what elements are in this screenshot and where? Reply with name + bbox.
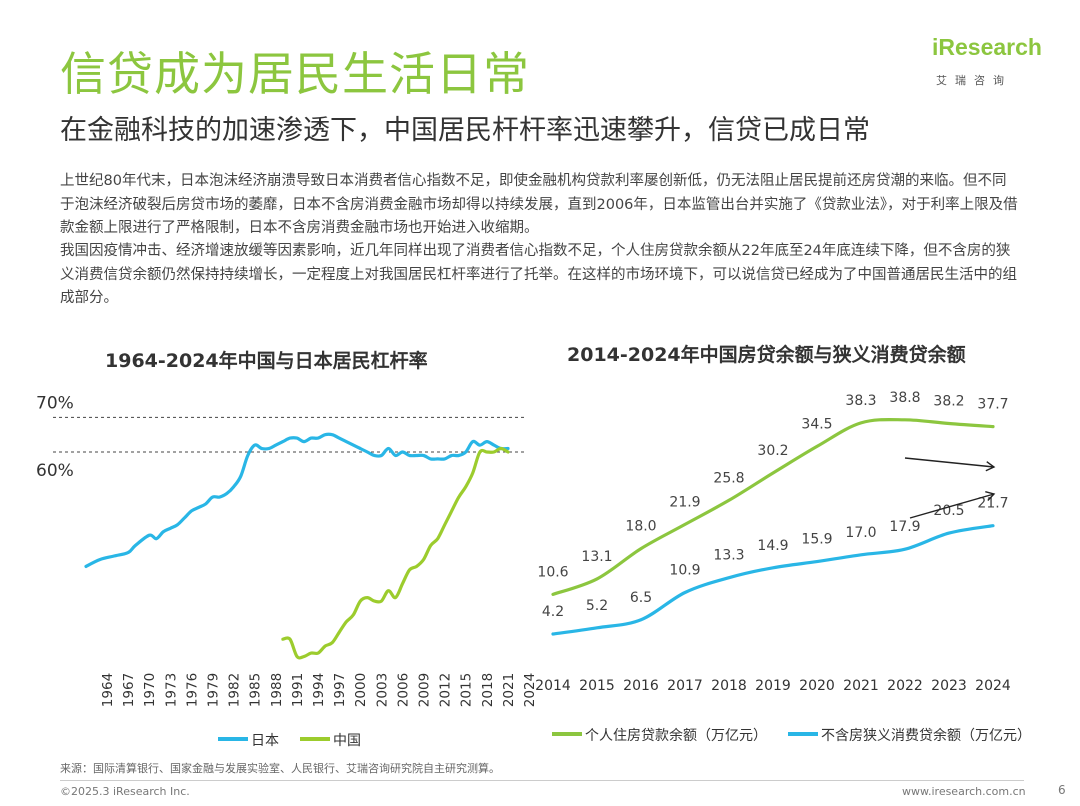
page-title: 信贷成为居民生活日常: [60, 47, 530, 101]
data-label-2014: 4.2: [542, 604, 564, 620]
series-line-中国: [281, 446, 510, 660]
x-tick-label-1982: 1982: [227, 673, 243, 707]
x-tick-label-2012: 2012: [438, 673, 454, 707]
x-tick-label-2019: 2019: [755, 678, 791, 694]
data-label-2024: 21.7: [977, 496, 1008, 512]
x-tick-label-1967: 1967: [121, 673, 137, 707]
x-tick-label-1964: 1964: [100, 673, 116, 707]
x-tick-label-2021: 2021: [501, 673, 517, 707]
x-tick-label-2024: 2024: [522, 673, 538, 707]
series-line-不含房狭义消费贷余额（万亿元）: [551, 524, 995, 636]
source-note: 来源：国际清算银行、国家金融与发展实验室、人民银行、艾瑞咨询研究院自主研究测算。: [60, 762, 500, 775]
reference-label-60: 60%: [36, 461, 74, 481]
x-tick-label-2009: 2009: [417, 673, 433, 707]
legend-label-个人住房贷款余额（万亿元）: 个人住房贷款余额（万亿元）: [585, 727, 767, 744]
x-tick-label-1985: 1985: [248, 673, 264, 707]
page-number: 6: [1058, 783, 1066, 797]
x-tick-label-1979: 1979: [206, 673, 222, 707]
x-tick-label-2020: 2020: [799, 678, 835, 694]
trend-arrow-down: [904, 457, 995, 468]
data-label-2016: 6.5: [630, 590, 652, 606]
x-tick-label-2021: 2021: [843, 678, 879, 694]
data-label-2020: 15.9: [801, 532, 832, 548]
x-tick-label-1970: 1970: [142, 673, 158, 707]
data-label-2019: 14.9: [757, 538, 788, 554]
x-tick-label-2018: 2018: [711, 678, 747, 694]
series-line-日本: [84, 432, 510, 568]
data-label-2015: 5.2: [586, 598, 608, 614]
x-tick-label-2003: 2003: [374, 673, 390, 707]
data-label-2018: 13.3: [713, 548, 744, 564]
x-tick-label-2000: 2000: [353, 673, 369, 707]
x-tick-label-2022: 2022: [887, 678, 923, 694]
chart1-title: 1964-2024年中国与日本居民杠杆率: [105, 350, 428, 372]
page-subtitle: 在金融科技的加速渗透下，中国居民杆杆率迅速攀升，信贷已成日常: [60, 115, 870, 146]
data-label-2016: 18.0: [625, 519, 656, 535]
legend-label-日本: 日本: [251, 733, 279, 749]
data-label-2014: 10.6: [537, 564, 568, 580]
body-paragraph-1: 上世纪80年代末，日本泡沫经济崩溃导致日本消费者信心指数不足，即使金融机构贷款利…: [60, 173, 1018, 236]
x-tick-label-1976: 1976: [184, 673, 200, 707]
iresearch-logo: iResearch 艾瑞咨询: [932, 32, 1052, 88]
data-label-2023: 38.2: [933, 394, 964, 410]
data-label-2020: 34.5: [801, 416, 832, 432]
footer-divider: [60, 780, 1024, 781]
trend-arrow-up: [909, 493, 995, 519]
x-tick-label-2018: 2018: [480, 673, 496, 707]
data-label-2022: 17.9: [889, 519, 920, 535]
body-paragraph-2: 我国因疫情冲击、经济增速放缓等因素影响，近几年同样出现了消费者信心指数不足，个人…: [60, 243, 1017, 306]
x-tick-label-1997: 1997: [332, 673, 348, 707]
data-label-2021: 17.0: [845, 525, 876, 541]
x-tick-label-2024: 2024: [975, 678, 1011, 694]
copyright: ©2025.3 iResearch Inc.: [60, 785, 190, 798]
legend-label-不含房狭义消费贷余额（万亿元）: 不含房狭义消费贷余额（万亿元）: [821, 727, 1031, 744]
data-label-2017: 21.9: [669, 494, 700, 510]
x-tick-label-2016: 2016: [623, 678, 659, 694]
x-tick-label-2006: 2006: [395, 673, 411, 707]
x-tick-label-2017: 2017: [667, 678, 703, 694]
data-label-2021: 38.3: [845, 393, 876, 409]
chart2-title: 2014-2024年中国房贷余额与狭义消费贷余额: [567, 344, 966, 366]
legend-label-中国: 中国: [333, 733, 361, 749]
data-label-2018: 25.8: [713, 470, 744, 486]
x-tick-label-1973: 1973: [163, 673, 179, 707]
x-tick-label-2014: 2014: [535, 678, 571, 694]
data-label-2023: 20.5: [933, 503, 964, 519]
x-tick-label-2015: 2015: [459, 673, 475, 707]
x-tick-label-2015: 2015: [579, 678, 615, 694]
reference-label-70: 70%: [36, 393, 74, 413]
data-label-2022: 38.8: [889, 390, 920, 406]
x-tick-label-1994: 1994: [311, 673, 327, 707]
data-label-2017: 10.9: [669, 563, 700, 579]
trend-arrow-up-head: [985, 491, 996, 502]
website-link[interactable]: www.iresearch.com.cn: [902, 785, 1026, 798]
logo-subtitle: 艾瑞咨询: [936, 74, 1012, 87]
x-tick-label-1988: 1988: [269, 673, 285, 707]
data-label-2024: 37.7: [977, 397, 1008, 413]
x-tick-label-1991: 1991: [290, 673, 306, 707]
x-tick-label-2023: 2023: [931, 678, 967, 694]
logo-wordmark: iResearch: [932, 34, 1042, 60]
data-label-2019: 30.2: [757, 443, 788, 459]
trend-arrow-down-head: [985, 461, 996, 472]
data-label-2015: 13.1: [581, 549, 612, 565]
series-line-个人住房贷款余额（万亿元）: [551, 417, 995, 596]
